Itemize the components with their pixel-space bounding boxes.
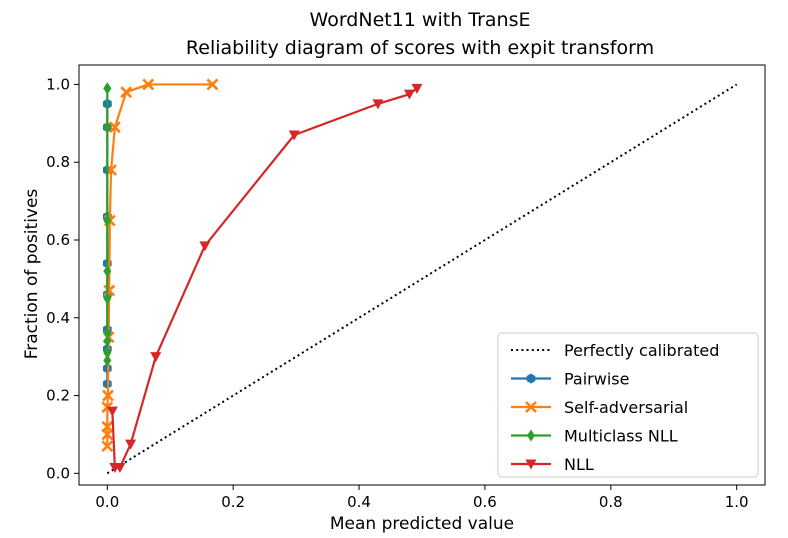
legend-item-perfectly-calibrated: Perfectly calibrated	[511, 341, 719, 360]
data-point-self-adversarial	[101, 420, 114, 433]
x-tick-label: 0.6	[473, 493, 497, 511]
legend-marker-self-adversarial	[525, 401, 537, 413]
data-point-nll	[106, 406, 118, 417]
x-tick-label: 0.0	[95, 493, 119, 511]
legend-marker-pairwise	[526, 373, 536, 384]
plot-frame	[78, 64, 766, 486]
data-point-self-adversarial	[102, 389, 114, 402]
reference-line-layer	[106, 83, 738, 475]
y-tick-label: 0.8	[46, 153, 70, 171]
data-point-nll	[372, 99, 384, 110]
x-tick-label: 0.8	[599, 493, 623, 511]
series-self-adversarial	[101, 78, 219, 453]
axis-ticks: 0.0 0.2 0.4 0.6 0.8 1.0 0.0 0.2 0.4 0.6 0.8 1.0	[46, 75, 748, 511]
data-point-multiclass-nll	[103, 335, 112, 348]
series-layer	[101, 78, 423, 473]
legend-label: Self-adversarial	[564, 398, 688, 417]
data-point-multiclass-nll	[103, 214, 112, 227]
legend-label: Multiclass NLL	[564, 427, 678, 446]
data-point-nll	[411, 83, 423, 94]
legend-label: NLL	[564, 455, 594, 474]
y-tick-label: 1.0	[46, 75, 70, 93]
y-tick-label: 0.6	[46, 231, 70, 249]
data-point-multiclass-nll	[103, 327, 112, 340]
data-point-nll	[288, 130, 300, 141]
data-point-multiclass-nll	[103, 121, 112, 134]
legend-item-nll: NLL	[511, 455, 594, 474]
y-tick-label: 0.2	[46, 387, 70, 405]
legend: Perfectly calibrated Pairwise Self-adversa…	[497, 332, 759, 478]
chart-title: WordNet11 with TransE	[310, 9, 531, 31]
data-point-nll	[403, 89, 415, 100]
legend-box	[497, 332, 759, 478]
x-tick-label: 1.0	[725, 493, 749, 511]
data-point-nll	[150, 352, 162, 363]
legend-item-self-adversarial: Self-adversarial	[511, 398, 688, 417]
data-point-self-adversarial	[206, 78, 219, 91]
data-point-multiclass-nll	[103, 265, 112, 278]
perfectly-calibrated-line	[106, 83, 738, 475]
series-line-nll	[111, 87, 418, 469]
data-point-self-adversarial	[142, 78, 155, 91]
data-point-self-adversarial	[103, 284, 116, 297]
data-point-multiclass-nll	[103, 346, 112, 359]
series-multiclass-nll	[103, 82, 112, 367]
data-point-multiclass-nll	[103, 82, 112, 95]
legend-label: Pairwise	[564, 370, 629, 389]
y-tick-label: 0.0	[46, 464, 70, 482]
y-tick-label: 0.4	[46, 309, 70, 327]
data-point-self-adversarial	[101, 440, 114, 453]
data-point-nll	[125, 439, 137, 450]
x-axis-label: Mean predicted value	[330, 514, 514, 534]
data-point-self-adversarial	[108, 121, 121, 134]
legend-label: Perfectly calibrated	[564, 341, 719, 360]
legend-marker-multiclass-nll	[527, 429, 535, 442]
legend-item-multiclass-nll: Multiclass NLL	[511, 427, 678, 446]
x-tick-label: 0.2	[221, 493, 245, 511]
data-point-self-adversarial	[120, 86, 133, 99]
chart-subtitle: Reliability diagram of scores with expit…	[186, 37, 654, 59]
legend-item-pairwise: Pairwise	[511, 370, 629, 389]
x-tick-label: 0.4	[347, 493, 371, 511]
data-point-nll	[114, 463, 126, 473]
series-nll	[106, 83, 423, 473]
legend-marker-nll	[525, 459, 537, 470]
data-point-multiclass-nll	[103, 292, 112, 305]
y-axis-label: Fraction of positives	[22, 189, 42, 360]
data-point-nll	[199, 241, 211, 252]
data-point-multiclass-nll	[103, 354, 112, 367]
